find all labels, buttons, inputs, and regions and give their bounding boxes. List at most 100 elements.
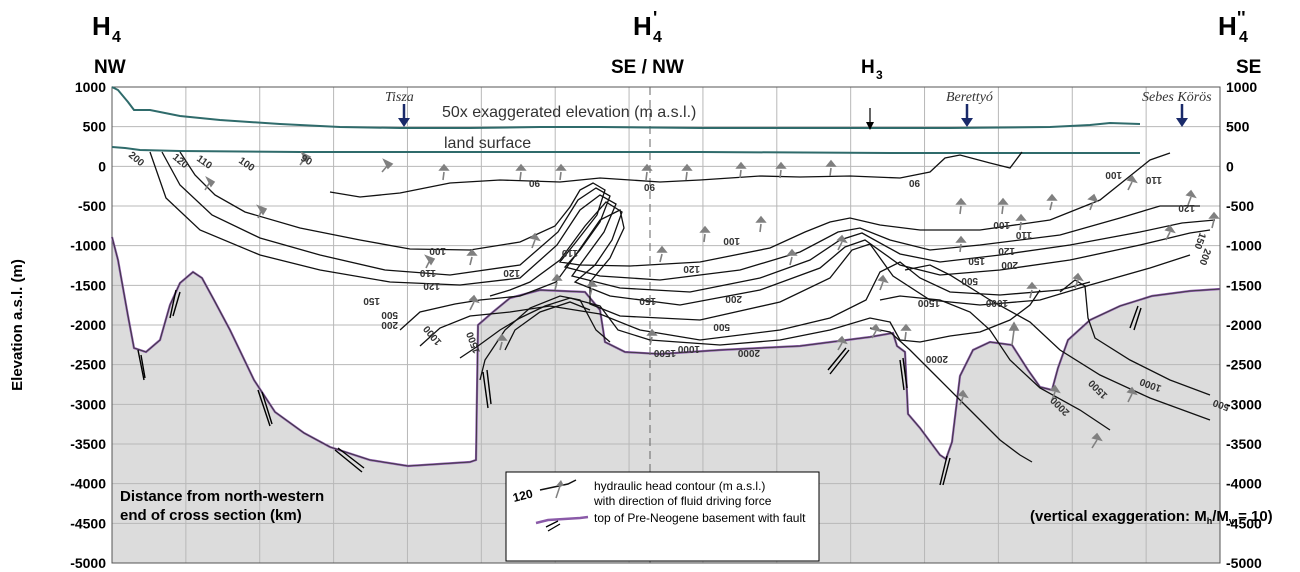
x-tick-label: 30	[326, 570, 342, 572]
y-tick-label-right: 0	[1226, 158, 1234, 174]
contour-label: 110	[561, 247, 578, 258]
y-tick-label-left: -500	[78, 198, 106, 214]
y-tick-label-left: -5000	[70, 555, 106, 571]
contour-label: 200	[1001, 259, 1018, 270]
pre-neogene-basement	[112, 237, 1220, 563]
x-tick-label: 110	[913, 570, 936, 572]
y-tick-label-right: -500	[1226, 198, 1254, 214]
header-h4-mid: H	[633, 11, 652, 41]
contour-label: 110	[419, 267, 436, 278]
contour-label: 150	[363, 295, 380, 306]
header-h4-left-sub: 4	[112, 29, 121, 46]
contour-label: 90	[908, 177, 920, 188]
contour-label: 1000	[421, 323, 444, 347]
y-tick-label-left: -3000	[70, 396, 106, 412]
contour-label: 110	[194, 153, 214, 172]
header-dir-se: SE	[1236, 57, 1261, 78]
legend-contour-line2: with direction of fluid driving force	[593, 494, 772, 508]
header-h4-right: H	[1218, 11, 1237, 41]
contour-label: 1000	[677, 343, 700, 354]
contour-label: 100	[236, 155, 256, 174]
land-surface-line	[111, 146, 1140, 154]
header-dir-nw: NW	[94, 57, 126, 78]
contour-label: 120	[683, 263, 700, 274]
contour-label: 100	[1105, 169, 1122, 180]
contour-label: 150	[968, 255, 985, 266]
header-h4-left: H	[92, 11, 111, 41]
river-label-berettyo: Berettyó	[946, 90, 993, 105]
legend: 120 hydraulic head contour (m a.s.l.) wi…	[505, 471, 820, 562]
contour-label: 90	[299, 153, 315, 168]
contour-label: 150	[639, 295, 656, 306]
contour-label: 1000	[985, 297, 1008, 308]
contour-label: 110	[1145, 174, 1162, 185]
distance-note-line2: end of cross section (km)	[120, 507, 302, 524]
fault-marks	[137, 289, 1142, 486]
y-tick-label-left: -1500	[70, 277, 106, 293]
contour-label: 200	[1196, 247, 1212, 267]
river-label-tisza: Tisza	[385, 90, 414, 105]
y-tick-label-right: -3000	[1226, 396, 1262, 412]
y-tick-label-left: -4500	[70, 515, 106, 531]
river-markers: Tisza Berettyó Sebes Körös	[385, 90, 1212, 130]
land-surface-label: land surface	[444, 135, 531, 152]
contour-label: 120	[170, 152, 190, 171]
y-tick-label-right: -1000	[1226, 238, 1262, 254]
x-tick-label: 140	[1134, 570, 1158, 572]
x-tick-label: 90	[769, 570, 785, 572]
x-tick-label: 20	[252, 570, 268, 572]
plot-frame	[111, 86, 1221, 564]
y-tick-label-right: 500	[1226, 119, 1250, 135]
flow-direction-arrows	[204, 151, 1220, 449]
y-tick-label-right: -5000	[1226, 555, 1262, 571]
contour-label: 500	[381, 309, 398, 320]
y-tick-label-right: -3500	[1226, 436, 1262, 452]
contour-label: 500	[961, 275, 978, 286]
river-label-sebes-koros: Sebes Körös	[1142, 90, 1212, 105]
y-tick-label-left: -2500	[70, 357, 106, 373]
x-tick-label: 130	[1061, 570, 1085, 572]
y-tick-label-left: 500	[83, 119, 107, 135]
y-tick-label-left: -4000	[70, 476, 106, 492]
y-tick-label-right: -2000	[1226, 317, 1262, 333]
contour-label: 120	[998, 245, 1015, 256]
header-h3: H	[861, 57, 875, 78]
contour-label: 100	[993, 219, 1010, 230]
exaggerated-elevation-line	[111, 86, 1141, 129]
x-tick-label: 80	[695, 570, 711, 572]
x-tick-label: 40	[400, 570, 416, 572]
y-tick-label-left: -3500	[70, 436, 106, 452]
x-tick-label: 10	[178, 570, 194, 572]
y-tick-label-right: -4500	[1226, 515, 1262, 531]
header-h4-mid-sub: 4	[653, 29, 662, 46]
y-axis-ticks-left: 1000 500 0 -500 -1000 -1500 -2000 -2500 -3000 -35…	[70, 79, 106, 571]
contour-label: 200	[381, 319, 398, 330]
flow-arrow-icon	[556, 480, 564, 486]
legend-contour-line1: hydraulic head contour (m a.s.l.)	[594, 479, 765, 493]
x-tick-label: 50	[474, 570, 490, 572]
legend-basement: top of Pre-Neogene basement with fault	[594, 511, 806, 525]
down-arrow-icon	[1176, 118, 1188, 127]
contour-label: 2000	[925, 353, 948, 364]
contour-label: 90	[528, 177, 540, 188]
x-tick-label: 60	[547, 570, 563, 572]
contour-label: 2000	[737, 347, 760, 358]
x-tick-label: 0	[108, 570, 116, 572]
x-axis-ticks: 0 10 20 30 40 50 60 70 80 90 100 110 120 130 140 150	[108, 570, 1232, 572]
contour-label: 120	[1178, 202, 1195, 213]
y-axis-ticks-right: 1000 500 0 -500 -1000 -1500 -2000 -2500 -3000 -35…	[1226, 79, 1262, 571]
x-tick-label: 70	[621, 570, 637, 572]
y-tick-label-left: 1000	[75, 79, 106, 95]
contour-label: 1500	[653, 347, 676, 358]
contour-label: 100	[429, 245, 446, 256]
hydraulic-head-contours	[149, 151, 1216, 463]
y-axis-label: Elevation a.s.l. (m)	[9, 259, 26, 391]
y-tick-label-right: -4000	[1226, 476, 1262, 492]
contour-label: 1500	[917, 297, 940, 308]
y-tick-label-left: 0	[98, 158, 106, 174]
header-h4-right-sub: 4	[1239, 29, 1248, 46]
basement-top-line-dark	[111, 236, 1221, 467]
y-tick-label-right: 1000	[1226, 79, 1257, 95]
elevation-line-label: 50x exaggerated elevation (m a.s.l.)	[442, 104, 696, 121]
header-dir-se-nw: SE / NW	[611, 57, 684, 78]
